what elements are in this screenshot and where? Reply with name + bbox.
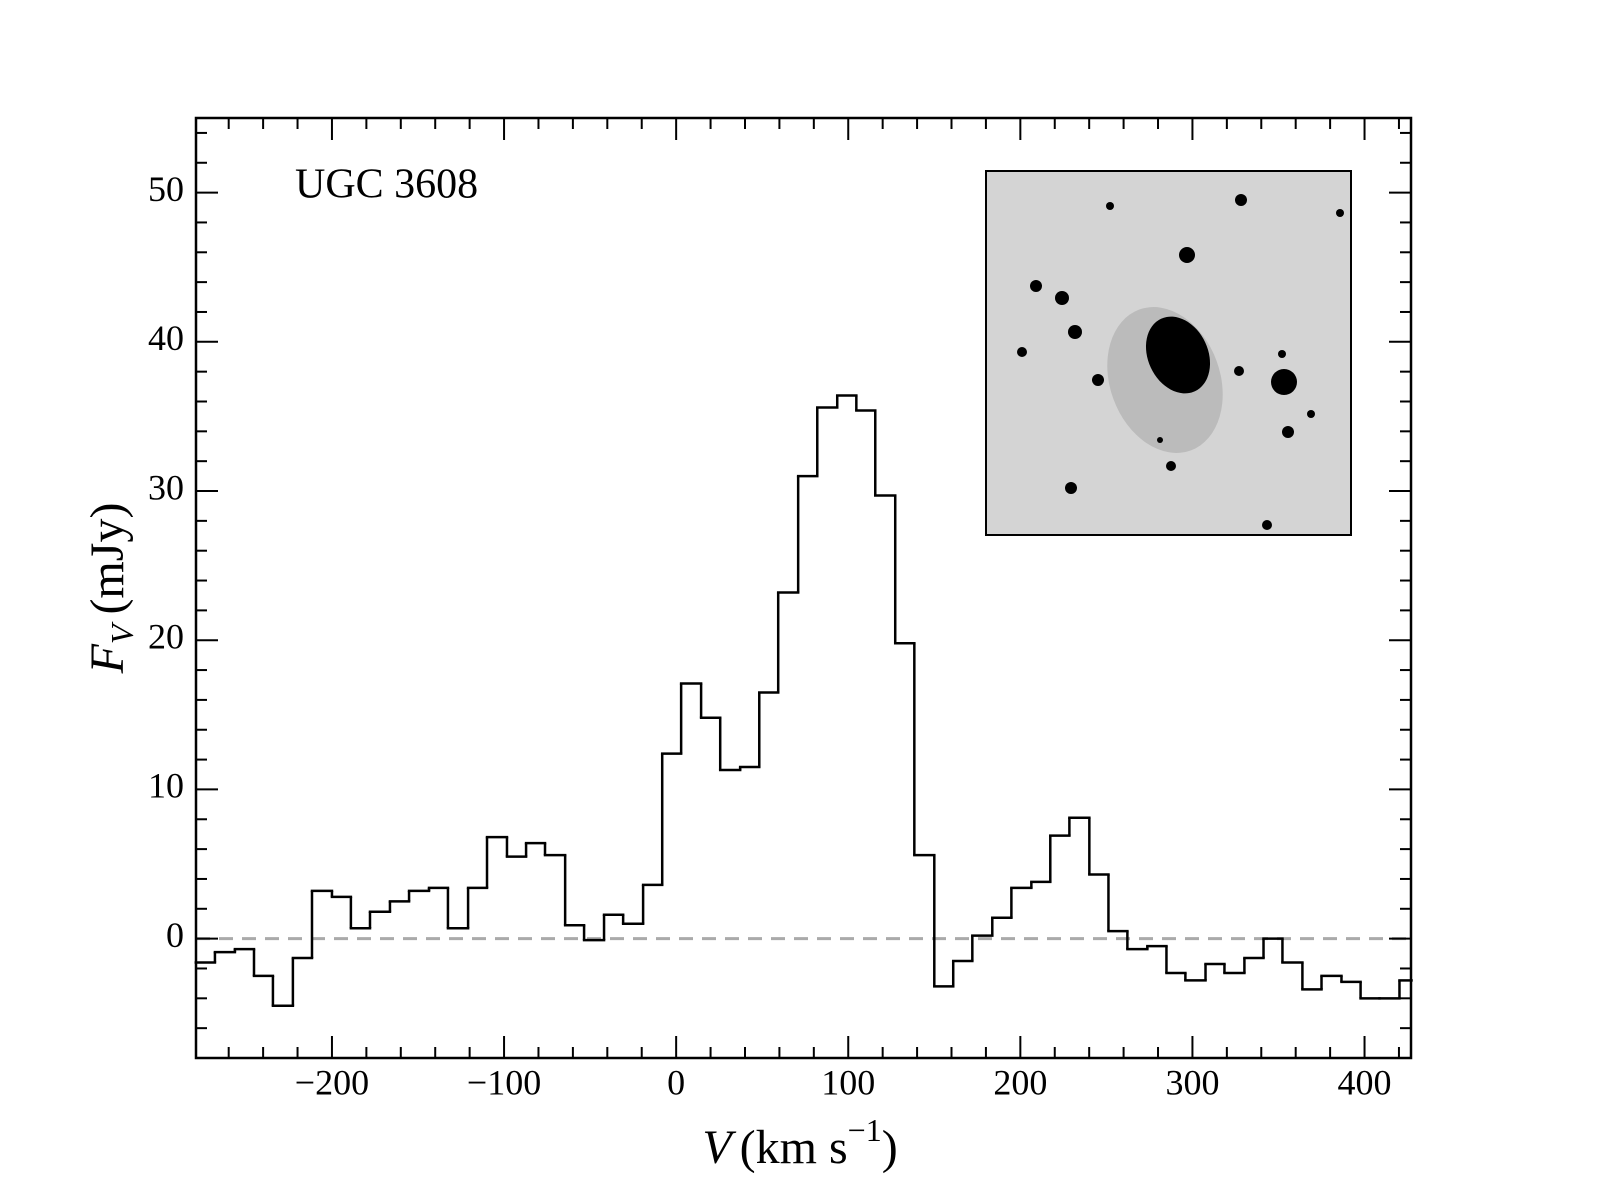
x-tick-label: −200	[295, 1062, 369, 1102]
y-tick-label: 20	[148, 616, 184, 656]
x-tick-label: 300	[1165, 1062, 1219, 1102]
x-tick-label: −100	[467, 1062, 541, 1102]
y-tick-label: 40	[148, 318, 184, 358]
inset-image	[985, 170, 1352, 536]
x-tick-label: 400	[1338, 1062, 1392, 1102]
x-axis-label: V (km s−1)	[702, 1112, 897, 1174]
y-tick-label: 50	[148, 169, 184, 209]
x-tick-label: 0	[667, 1062, 685, 1102]
y-tick-label: 0	[166, 915, 184, 955]
y-tick-label: 30	[148, 467, 184, 507]
x-tick-label: 200	[993, 1062, 1047, 1102]
x-tick-label: 100	[821, 1062, 875, 1102]
y-tick-label: 10	[148, 766, 184, 806]
annotation: UGC 3608	[295, 162, 478, 208]
plot-frame	[194, 116, 1413, 1060]
y-axis-label: FV(mJy)	[81, 503, 140, 675]
